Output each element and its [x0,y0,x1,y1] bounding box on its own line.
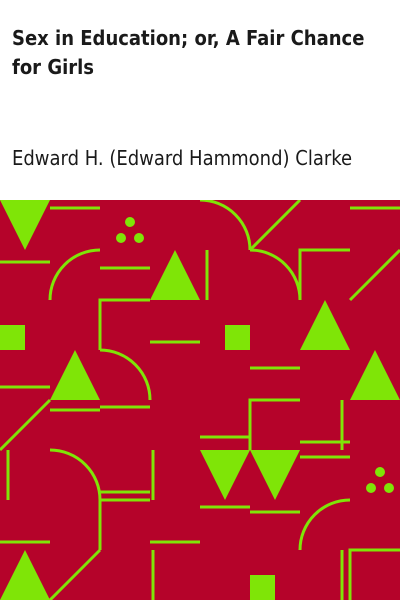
dot-shape [366,483,376,493]
dot-shape [116,233,126,243]
arc-shape [49,448,102,501]
arc-shape [99,348,152,401]
triangle-up-shape [350,350,400,400]
corner-shape [298,248,350,300]
book-title: Sex in Education; or, A Fair Chance for … [12,26,365,79]
diagonal-shape [248,200,302,252]
triangle-up-shape [300,300,350,350]
arc-shape [298,498,351,551]
dot-shape [375,467,385,477]
arc-shape [249,248,302,301]
triangle-down-shape [250,450,300,500]
triangle-down-shape [0,200,50,250]
square-shape [225,325,250,350]
corner-shape [348,548,400,600]
corner-shape [98,298,150,350]
diagonal-shape [348,248,400,302]
triangle-up-shape [150,250,200,300]
diagonal-shape [0,398,52,452]
triangle-up-shape [0,550,50,600]
square-shape [250,575,275,600]
dot-shape [134,233,144,243]
diagonal-shape [48,548,102,600]
dot-shape [125,217,135,227]
dot-shape [384,483,394,493]
triangle-up-shape [50,350,100,400]
title-block: Sex in Education; or, A Fair Chance for … [12,24,388,82]
square-shape [0,325,25,350]
corner-shape [248,398,300,450]
arc-shape [48,248,101,301]
arc-shape [199,200,252,251]
book-author: Edward H. (Edward Hammond) Clarke [12,146,353,170]
triangle-down-shape [200,450,250,500]
cover-pattern [0,200,400,600]
